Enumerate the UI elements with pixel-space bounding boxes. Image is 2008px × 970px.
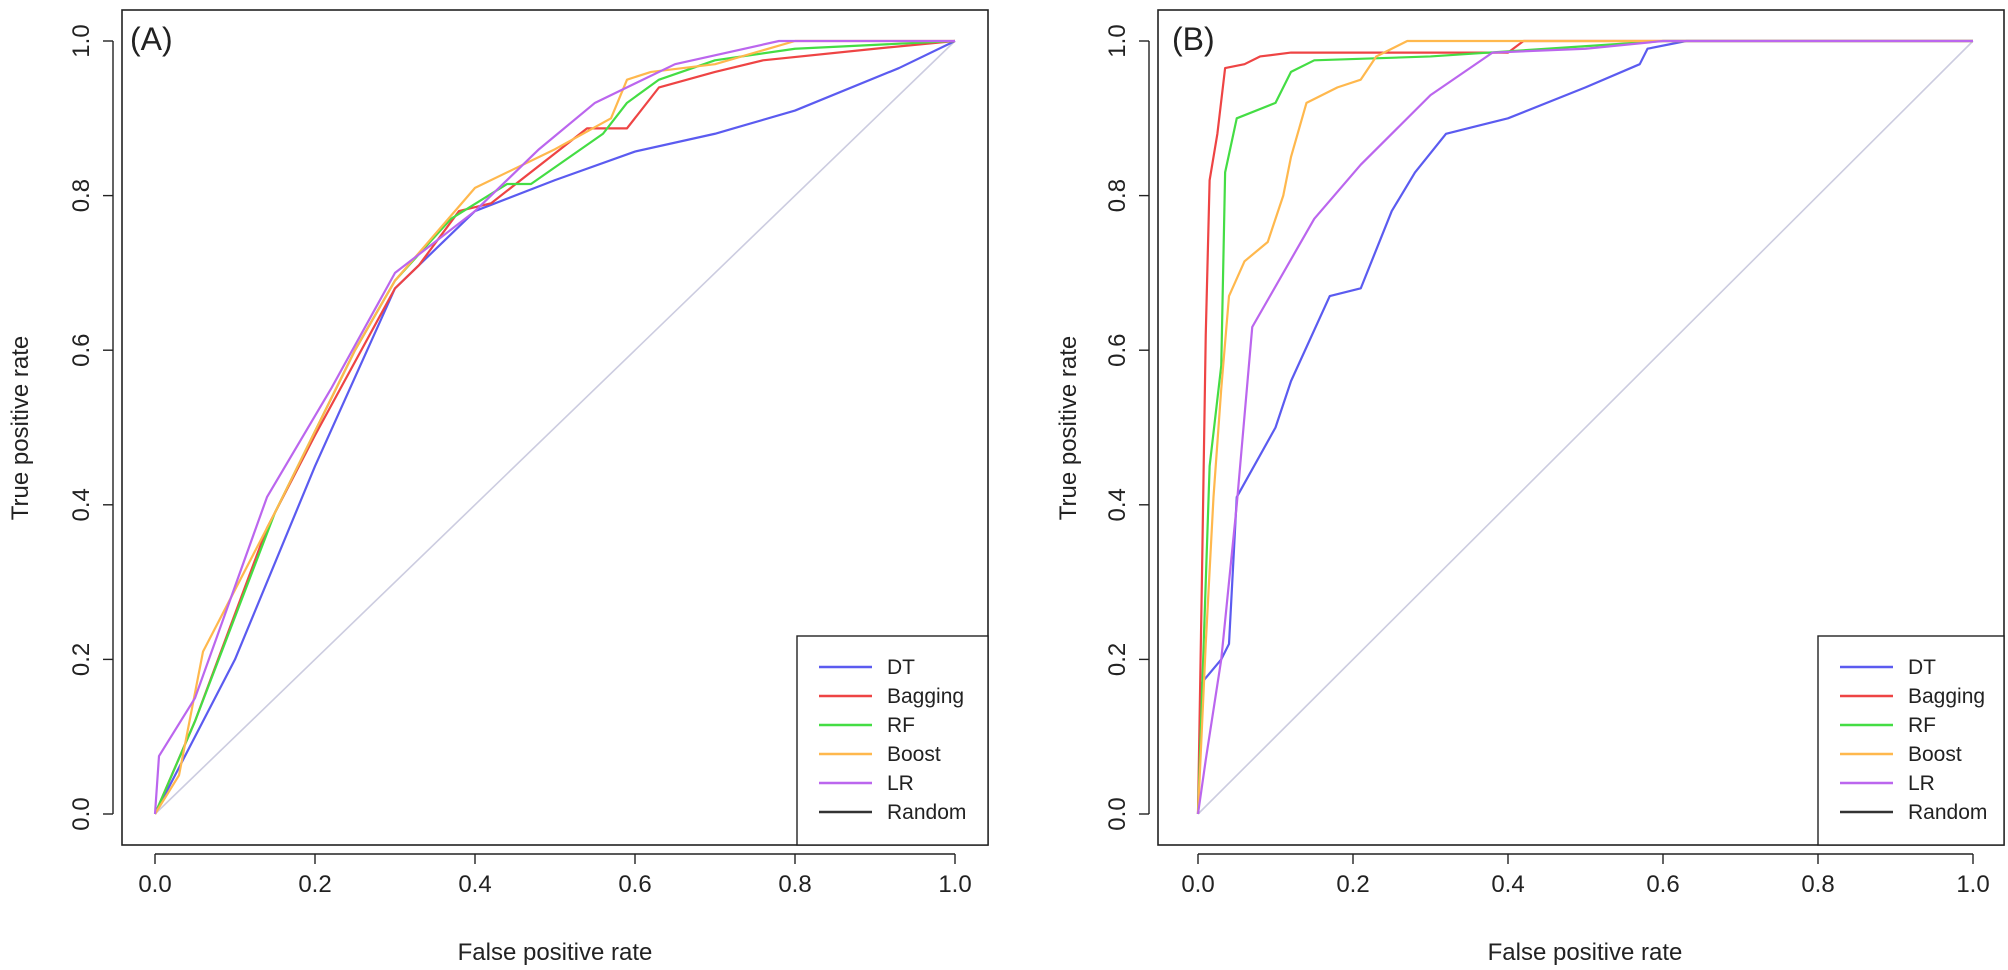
panel-b-x-tick-label: 0.2 [1336, 871, 1369, 898]
panel-a-series-boost [154, 39, 955, 815]
panel-a-legend-label-boost: Boost [887, 743, 941, 766]
panel-b-plot-lines [1196, 39, 1974, 815]
panel-a-x-ticks: 0.0 0.2 0.4 0.6 0.8 1.0 [138, 853, 972, 898]
panel-b-series-boost [1196, 39, 1973, 815]
panel-a-frame [121, 9, 989, 846]
panel-a-x-tick-label: 0.4 [458, 871, 491, 898]
panel-b-y-tick-label: 0.4 [1104, 488, 1131, 521]
panel-a-y-tick-label: 0.2 [68, 643, 95, 676]
panel-a-y-ticks: 0.0 0.2 0.4 0.6 0.8 1.0 [68, 24, 114, 831]
panel-b-legend: DT Bagging RF Boost LR Random [1817, 635, 2005, 846]
panel-b-legend-label-lr: LR [1908, 772, 1935, 795]
panel-a-label: (A) [130, 21, 173, 57]
panel-a-x-tick-label: 0.8 [778, 871, 811, 898]
panel-b-y-tick-label: 0.6 [1104, 334, 1131, 367]
panel-b-y-ticks: 0.0 0.2 0.4 0.6 0.8 1.0 [1104, 24, 1150, 831]
panel-a-legend-box [796, 635, 989, 846]
panel-b-series-rf [1196, 39, 1973, 815]
panel-b-legend-label-random: Random [1908, 801, 1987, 824]
panel-b-x-axis-title: False positive rate [1488, 939, 1683, 966]
panel-a-y-tick-label: 0.4 [68, 488, 95, 521]
panel-a-x-tick-label: 1.0 [938, 871, 971, 898]
panel-b-x-tick-label: 0.0 [1181, 871, 1214, 898]
panel-a-x-tick-label: 0.0 [138, 871, 171, 898]
panel-a-x-tick-label: 0.2 [298, 871, 331, 898]
panel-b-x-tick-label: 0.8 [1801, 871, 1834, 898]
panel-b-legend-box [1817, 635, 2005, 846]
panel-a-y-axis-title: True positive rate [7, 336, 34, 521]
panel-b-random-reference-line [1197, 40, 1974, 815]
panel-b-label: (B) [1172, 21, 1215, 57]
panel-b-legend-label-bagging: Bagging [1908, 685, 1985, 708]
panel-a-random-reference-line [154, 40, 956, 815]
panel-a-y-tick-label: 1.0 [68, 24, 95, 57]
panel-a-legend-label-lr: LR [887, 772, 914, 795]
panel-b-legend-label-boost: Boost [1908, 743, 1962, 766]
panel-a-x-axis-title: False positive rate [458, 939, 653, 966]
panel-a-y-tick-label: 0.8 [68, 179, 95, 212]
panel-a-legend-label-random: Random [887, 801, 966, 824]
panel-b-y-tick-label: 0.8 [1104, 179, 1131, 212]
panel-a-plot-lines [153, 39, 956, 815]
panel-b-series-dt [1196, 39, 1973, 815]
panel-b-legend-label-dt: DT [1908, 656, 1936, 679]
panel-a-y-tick-label: 0.6 [68, 334, 95, 367]
panel-a-series-lr [153, 39, 955, 815]
panel-b-legend-label-rf: RF [1908, 714, 1936, 737]
panel-b-x-tick-label: 0.6 [1646, 871, 1679, 898]
panel-b-series-lr [1196, 39, 1973, 815]
panel-b-y-tick-label: 0.0 [1104, 797, 1131, 830]
panel-b-y-axis-title: True positive rate [1055, 336, 1082, 521]
panel-b-frame [1157, 9, 2005, 846]
panel-a-legend: DT Bagging RF Boost LR Random [796, 635, 989, 846]
panel-a-legend-label-rf: RF [887, 714, 915, 737]
panel-a-legend-label-bagging: Bagging [887, 685, 964, 708]
panel-a-series-dt [154, 40, 956, 815]
panel-b-y-tick-label: 0.2 [1104, 643, 1131, 676]
panel-a: (A) 0.0 0.2 0.4 0.6 0.8 1.0 0.0 0.2 0.4 0.6 0.8 1.… [7, 9, 989, 966]
panel-b: (B) 0.0 0.2 0.4 0.6 0.8 1.0 0.0 0.2 0.4 0.6 0.8 1.… [1055, 9, 2005, 966]
panel-a-legend-label-dt: DT [887, 656, 915, 679]
panel-b-y-tick-label: 1.0 [1104, 24, 1131, 57]
panel-b-x-ticks: 0.0 0.2 0.4 0.6 0.8 1.0 [1181, 853, 1990, 898]
panel-b-x-tick-label: 1.0 [1956, 871, 1989, 898]
panel-b-x-tick-label: 0.4 [1491, 871, 1524, 898]
panel-a-y-tick-label: 0.0 [68, 797, 95, 830]
panel-a-x-tick-label: 0.6 [618, 871, 651, 898]
